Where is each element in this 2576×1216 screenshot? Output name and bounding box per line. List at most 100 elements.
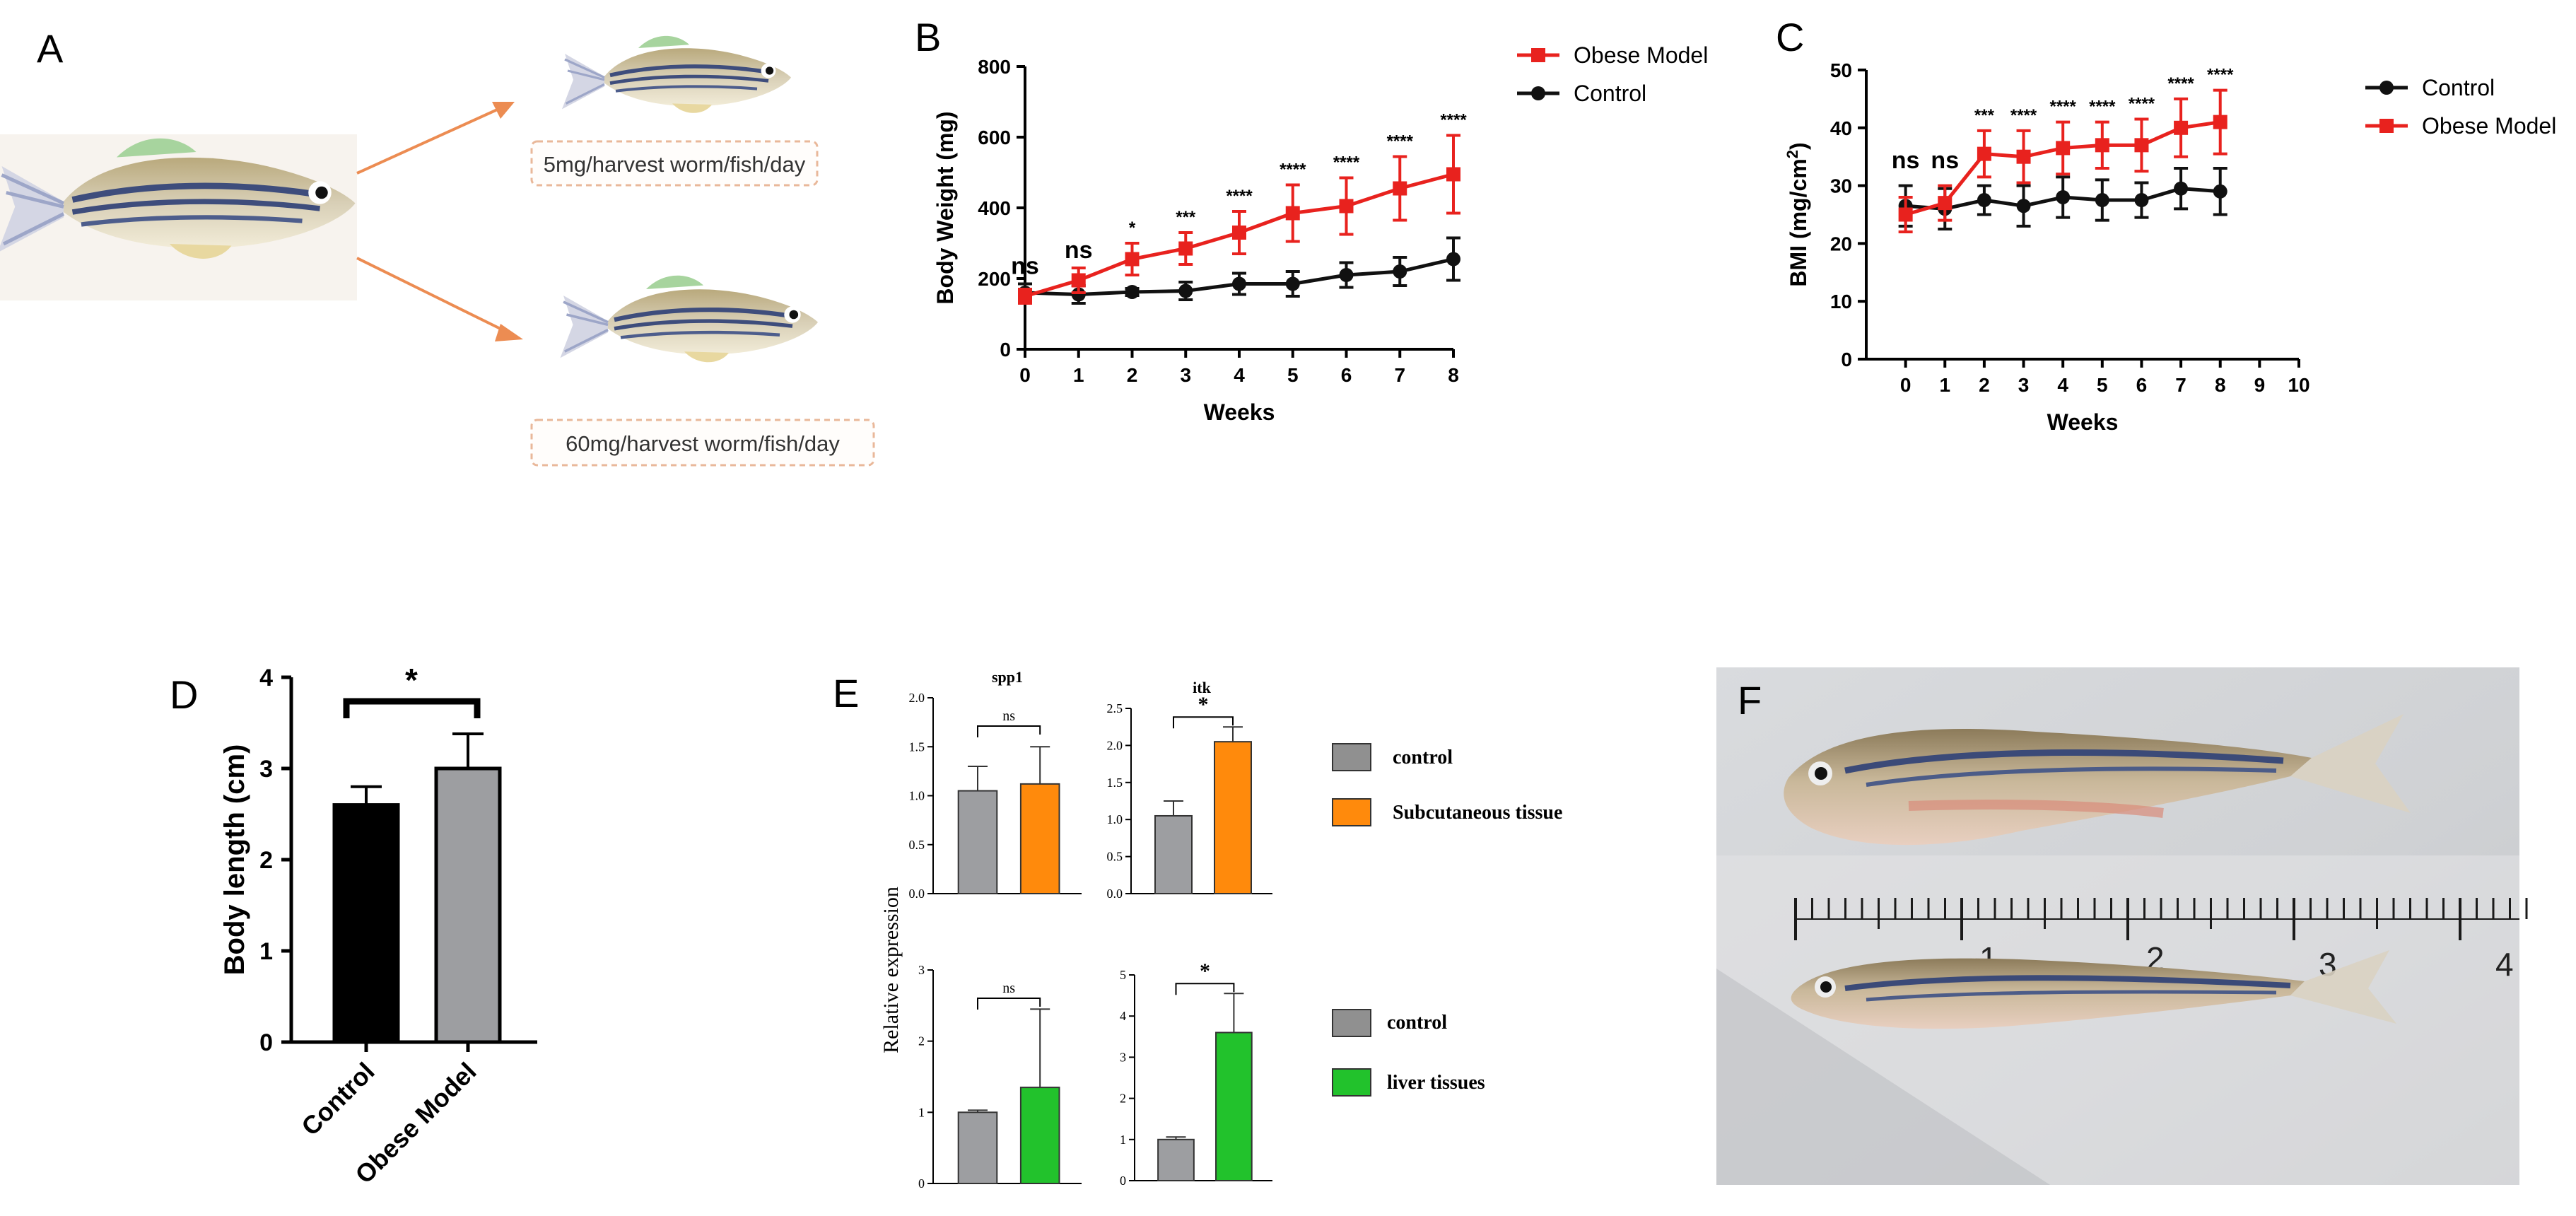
x-tick-label: 1	[1939, 374, 1950, 396]
panel-b: B 0 200 400 600 800 0 1 2 3 4 5 6 7 8 Weeks Body Weight…	[915, 15, 1708, 425]
bmi-chart: 0 10 20 30 40 50 0 1 2 3 4 5 6 7 8 9 10 Weeks BMI (mg/cm2)…	[1784, 59, 2557, 435]
data-point	[1898, 207, 1913, 222]
x-tick-label: 7	[1394, 364, 1405, 386]
y-tick-label: 0.5	[1107, 850, 1123, 864]
data-point	[2174, 181, 2189, 196]
panel-a-letter: A	[37, 26, 64, 71]
relative-expression-charts: 0.0 0.5 1.0 1.5 2.0 spp1 ns 0.0 0.5 1.0 1.5 2.0 2.5 i…	[879, 668, 1272, 1191]
y-tick-label: 800	[978, 56, 1011, 78]
legend-marker	[1531, 48, 1545, 62]
ruler-number-4: 4	[2495, 946, 2514, 983]
x-tick-label: 2	[1127, 364, 1138, 386]
significance-label: ns	[1065, 237, 1093, 264]
data-point	[1393, 264, 1407, 279]
data-point	[2056, 141, 2071, 156]
significance-label: ****	[2089, 98, 2116, 117]
data-point	[2213, 184, 2227, 199]
legend-top-label-control: control	[1393, 747, 1453, 768]
data-point	[2213, 115, 2227, 129]
legend-bottom-swatch-liver	[1332, 1068, 1371, 1097]
significance-label: ns	[1011, 253, 1039, 280]
panel-d-letter: D	[170, 672, 198, 717]
x-tick-label: 4	[1234, 364, 1245, 386]
y-axis-title: Body length (cm)	[219, 744, 250, 976]
bar-liver-tissues	[1019, 1087, 1060, 1184]
significance-bracket	[977, 998, 1041, 1010]
bar-obese-model	[434, 766, 502, 1044]
significance-label: ns	[1002, 981, 1015, 996]
panel-e: E 0.0 0.5 1.0 1.5 2.0 spp1 ns 0.0 0.5 1.0 1.5 2.0 2.…	[833, 668, 1562, 1191]
panel-a: A 5mg/harvest worm/fish/day 60mg/harvest…	[0, 26, 875, 467]
y-tick-label: 2	[918, 1034, 925, 1048]
legend-marker	[2379, 119, 2394, 133]
data-point	[1938, 196, 1953, 211]
y-tick-label: 1.0	[1107, 812, 1123, 826]
y-tick-label: 50	[1830, 59, 1852, 81]
high-dose-fish-image	[561, 276, 819, 363]
y-tick-label: 3	[1120, 1050, 1126, 1064]
data-point	[1285, 206, 1300, 221]
legend-bottom: control liver tissues	[1332, 1009, 1485, 1097]
x-tick-label: 9	[2254, 374, 2266, 396]
control-fish-photo	[1791, 950, 2396, 1029]
data-point	[1446, 252, 1460, 267]
chart-title: spp1	[992, 668, 1023, 686]
body-weight-chart: 0 200 400 600 800 0 1 2 3 4 5 6 7 8 Weeks Body Weight (…	[932, 42, 1708, 425]
significance-label: ns	[1002, 708, 1015, 724]
legend-marker	[1531, 86, 1545, 100]
y-tick-label: 1.0	[909, 789, 925, 803]
y-tick-label: 2	[259, 847, 273, 874]
y-tick-label: 0.5	[909, 838, 925, 852]
x-tick-label: 0	[1019, 364, 1031, 386]
data-point	[1178, 283, 1193, 298]
x-tick-label: 5	[2097, 374, 2108, 396]
y-tick-label: 20	[1830, 233, 1852, 255]
x-tick-label: 6	[2136, 374, 2148, 396]
y-tick-label: 0	[259, 1029, 273, 1056]
x-tick-label: 7	[2175, 374, 2186, 396]
y-tick-label: 3	[259, 756, 273, 783]
legend-label: Obese Model	[2422, 113, 2556, 139]
data-point	[2134, 138, 2149, 153]
y-tick-label: 30	[1830, 175, 1852, 197]
y-tick-label: 40	[1830, 117, 1852, 139]
y-tick-label: 0.0	[909, 887, 925, 901]
significance-label: ***	[1974, 106, 1995, 125]
chart-title: itk	[1193, 679, 1211, 696]
bar-control	[957, 1111, 998, 1185]
y-tick-label: 400	[978, 197, 1011, 219]
y-tick-label: 0	[918, 1176, 925, 1191]
x-tick-label: Control	[295, 1057, 380, 1141]
x-tick-label: 0	[1900, 374, 1911, 396]
y-tick-label: 0	[1000, 339, 1011, 361]
y-tick-label: 4	[259, 665, 273, 691]
x-axis-title: Weeks	[2047, 409, 2119, 435]
significance-label: ****	[2050, 98, 2077, 117]
significance-bracket	[1173, 716, 1234, 729]
significance-label: ****	[2167, 74, 2194, 93]
data-point	[1977, 193, 1991, 208]
x-tick-label: 4	[2057, 374, 2068, 396]
y-tick-label: 0	[1120, 1174, 1126, 1188]
x-tick-label: 3	[2018, 374, 2030, 396]
data-point	[1232, 276, 1246, 291]
data-point	[2016, 149, 2031, 164]
y-tick-label: 200	[978, 268, 1011, 290]
y-tick-label: 10	[1830, 291, 1852, 312]
low-dose-box	[530, 140, 819, 187]
bar-control	[1154, 814, 1193, 894]
legend-top-swatch-control	[1332, 743, 1371, 771]
data-point	[2016, 199, 2031, 214]
significance-label: *	[405, 662, 418, 698]
data-point	[2056, 189, 2071, 204]
y-tick-label: 1.5	[909, 739, 925, 754]
x-tick-label: 8	[2215, 374, 2226, 396]
bar-control	[1157, 1138, 1195, 1182]
significance-label: *	[1200, 959, 1210, 983]
data-point	[1446, 167, 1460, 182]
x-axis-title: Weeks	[1204, 399, 1275, 425]
legend-bottom-label-liver: liver tissues	[1387, 1072, 1485, 1094]
data-point	[1285, 276, 1300, 291]
data-point	[2095, 138, 2109, 153]
